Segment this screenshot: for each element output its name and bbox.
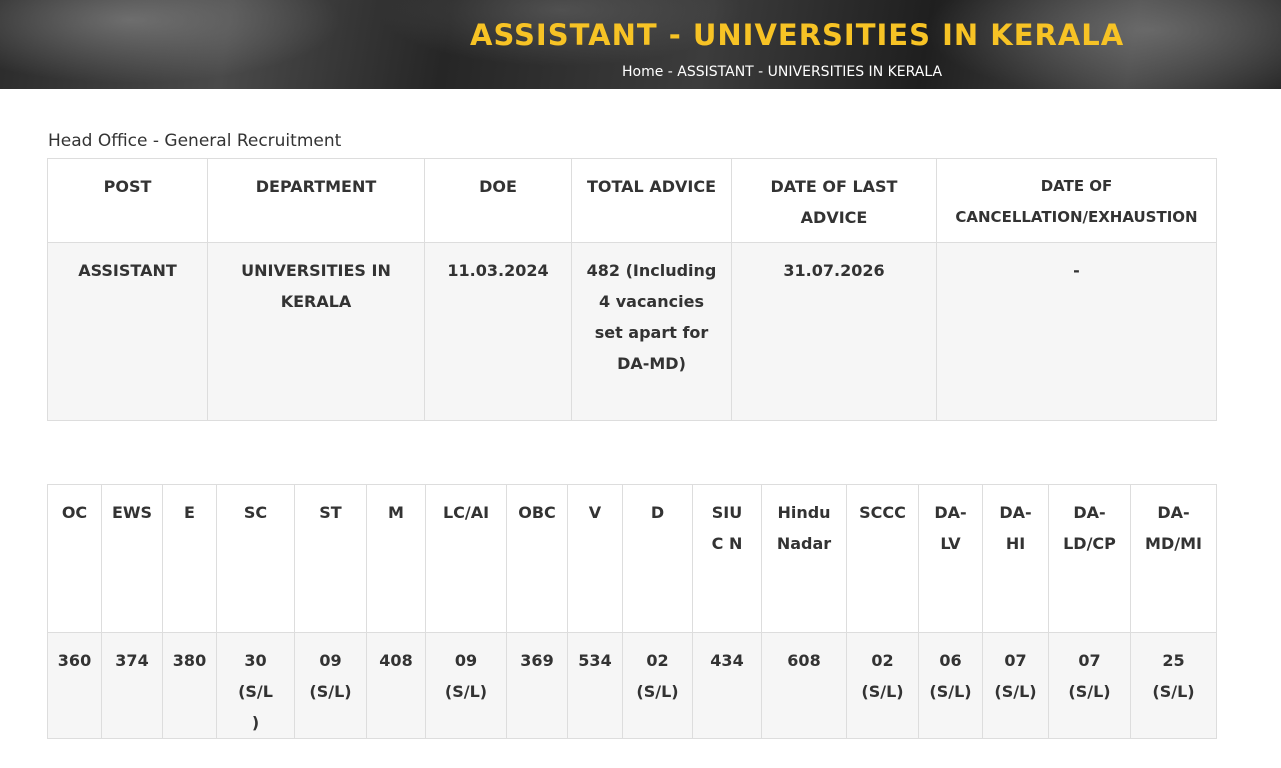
header-cell: Hindu Nadar bbox=[761, 484, 847, 633]
table-cell: UNIVERSITIES IN KERALA bbox=[207, 242, 425, 421]
header-cell: DEPARTMENT bbox=[207, 158, 425, 243]
header-cell: E bbox=[162, 484, 217, 633]
header-cell: SIUC N bbox=[692, 484, 762, 633]
table-cell: 02 (S/L) bbox=[846, 632, 919, 739]
table-cell: 09 (S/L) bbox=[294, 632, 367, 739]
table-cell: 09 (S/L) bbox=[425, 632, 507, 739]
table-row: ASSISTANT UNIVERSITIES IN KERALA 11.03.2… bbox=[47, 242, 1217, 421]
header-cell: DA-LD/CP bbox=[1048, 484, 1131, 633]
breadcrumb-separator: - bbox=[663, 64, 678, 80]
table-cell: 369 bbox=[506, 632, 568, 739]
category-header-row: OC EWS E SC ST M LC/AI OBC V D SIUC N Hi… bbox=[47, 484, 1217, 633]
header-cell: EWS bbox=[101, 484, 163, 633]
table-cell: 11.03.2024 bbox=[424, 242, 572, 421]
header-cell: D bbox=[622, 484, 693, 633]
table-cell: 07 (S/L) bbox=[982, 632, 1049, 739]
table-cell: 380 bbox=[162, 632, 217, 739]
table-cell: 30 (S/L) bbox=[216, 632, 295, 739]
header-cell: SCCC bbox=[846, 484, 919, 633]
page-banner: ASSISTANT - UNIVERSITIES IN KERALA Home … bbox=[0, 0, 1281, 89]
header-cell: OBC bbox=[506, 484, 568, 633]
table-cell: 608 bbox=[761, 632, 847, 739]
summary-header-row: POST DEPARTMENT DOE TOTAL ADVICE DATE OF… bbox=[47, 158, 1217, 243]
section-label: Head Office - General Recruitment bbox=[48, 131, 342, 151]
breadcrumb-current: ASSISTANT - UNIVERSITIES IN KERALA bbox=[677, 64, 943, 80]
table-cell: 374 bbox=[101, 632, 163, 739]
table-row: 360 374 380 30 (S/L) 09 (S/L) 408 09 (S/… bbox=[47, 632, 1217, 739]
category-table: OC EWS E SC ST M LC/AI OBC V D SIUC N Hi… bbox=[47, 484, 1217, 739]
header-cell: DATE OF CANCELLATION/EXHAUSTION bbox=[936, 158, 1217, 243]
table-cell: 02 (S/L) bbox=[622, 632, 693, 739]
table-cell: ASSISTANT bbox=[47, 242, 208, 421]
table-cell: 482 (Including 4 vacancies set apart for… bbox=[571, 242, 732, 421]
header-cell: TOTAL ADVICE bbox=[571, 158, 732, 243]
table-cell: 360 bbox=[47, 632, 102, 739]
header-cell: V bbox=[567, 484, 623, 633]
breadcrumb: Home - ASSISTANT - UNIVERSITIES IN KERAL… bbox=[622, 64, 942, 80]
header-cell: DATE OF LAST ADVICE bbox=[731, 158, 937, 243]
table-cell: 06 (S/L) bbox=[918, 632, 983, 739]
header-cell: DA-MD/MI bbox=[1130, 484, 1217, 633]
header-cell: LC/AI bbox=[425, 484, 507, 633]
header-cell: ST bbox=[294, 484, 367, 633]
header-cell: POST bbox=[47, 158, 208, 243]
summary-table: POST DEPARTMENT DOE TOTAL ADVICE DATE OF… bbox=[47, 158, 1217, 421]
header-cell: DOE bbox=[424, 158, 572, 243]
header-cell: M bbox=[366, 484, 426, 633]
table-cell: 25 (S/L) bbox=[1130, 632, 1217, 739]
table-cell: - bbox=[936, 242, 1217, 421]
header-cell: DA-LV bbox=[918, 484, 983, 633]
table-cell: 534 bbox=[567, 632, 623, 739]
table-cell: 07 (S/L) bbox=[1048, 632, 1131, 739]
table-cell: 31.07.2026 bbox=[731, 242, 937, 421]
header-cell: OC bbox=[47, 484, 102, 633]
header-cell: SC bbox=[216, 484, 295, 633]
table-cell: 408 bbox=[366, 632, 426, 739]
table-cell: 434 bbox=[692, 632, 762, 739]
page-title: ASSISTANT - UNIVERSITIES IN KERALA bbox=[470, 18, 1125, 52]
header-cell: DA-HI bbox=[982, 484, 1049, 633]
breadcrumb-home-link[interactable]: Home bbox=[622, 64, 664, 80]
